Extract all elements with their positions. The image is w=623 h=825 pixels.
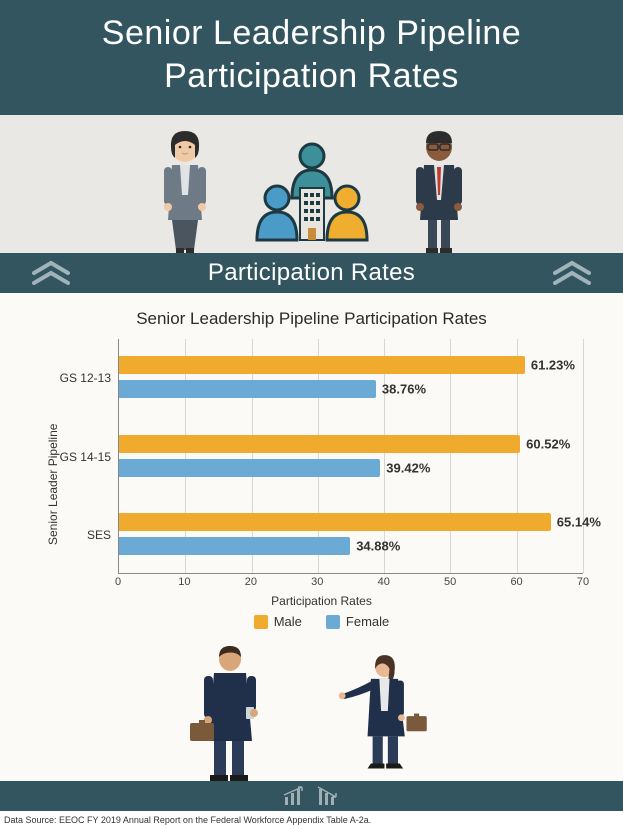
bar-male: 60.52% [119,435,520,453]
bar-female: 34.88% [119,537,350,555]
chart-legend: Male Female [60,614,583,629]
section-bar: Participation Rates [0,253,623,293]
title-line-1: Senior Leadership Pipeline [102,14,521,52]
chart-category: GS 14-1560.52%39.42% [119,427,583,487]
chevron-up-icon [30,259,72,287]
data-source-text: Data Source: EEOC FY 2019 Annual Report … [0,811,623,825]
hero-illustration [0,115,623,253]
legend-item-male: Male [254,614,302,629]
legend-label-male: Male [274,614,302,629]
section-title: Participation Rates [208,259,415,287]
bar-value-label: 34.88% [350,538,400,553]
bar-male: 65.14% [119,513,551,531]
lower-illustration [0,633,623,781]
x-tick-label: 10 [178,576,190,588]
category-label: SES [87,528,119,542]
x-tick-label: 30 [311,576,323,588]
legend-item-female: Female [326,614,389,629]
bar-value-label: 65.14% [551,514,601,529]
chart-category: SES65.14%34.88% [119,505,583,565]
chart-down-icon [316,785,342,807]
category-label: GS 14-15 [60,450,119,464]
category-label: GS 12-13 [60,371,119,385]
legend-swatch-female [326,615,340,629]
chart-x-axis-label: Participation Rates [60,594,583,608]
x-tick-label: 40 [378,576,390,588]
legend-swatch-male [254,615,268,629]
title-header: Senior Leadership Pipeline Participation… [0,0,623,115]
woman-pointing-icon [332,641,442,781]
title-line-2: Participation Rates [164,57,459,95]
people-pawns-icon [232,138,392,253]
chevron-up-icon [551,259,593,287]
chart-y-axis-label: Senior Leader Pipeline [40,339,60,629]
man-with-phone-icon [182,641,292,781]
bar-value-label: 39.42% [380,460,430,475]
x-tick-label: 20 [245,576,257,588]
businessman-icon [404,125,474,253]
chart-container: Senior Leadership Pipeline Participation… [0,293,623,633]
bar-value-label: 38.76% [376,382,426,397]
bar-female: 39.42% [119,459,380,477]
x-tick-label: 70 [577,576,589,588]
chart-plot-area: GS 12-1361.23%38.76%GS 14-1560.52%39.42%… [118,339,583,574]
legend-label-female: Female [346,614,389,629]
x-tick-label: 50 [444,576,456,588]
chart-x-ticks: 010203040506070 [118,574,583,590]
chart-title: Senior Leadership Pipeline Participation… [40,309,583,329]
footer-bar [0,781,623,811]
bar-male: 61.23% [119,356,525,374]
chart-category: GS 12-1361.23%38.76% [119,348,583,408]
bar-value-label: 61.23% [525,358,575,373]
x-tick-label: 60 [510,576,522,588]
bar-value-label: 60.52% [520,436,570,451]
bar-female: 38.76% [119,380,376,398]
chart-up-icon [282,785,308,807]
businesswoman-icon [150,125,220,253]
x-tick-label: 0 [115,576,121,588]
page-title: Senior Leadership Pipeline Participation… [10,12,613,97]
